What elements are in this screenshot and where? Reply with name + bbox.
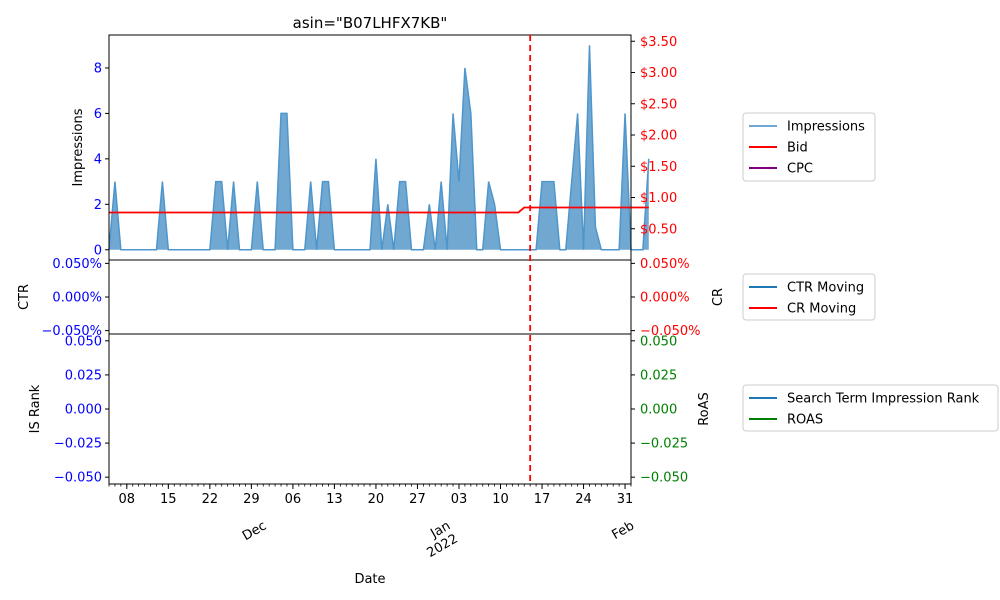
legend-label: CR Moving xyxy=(787,302,856,317)
x-tick-label: 22 xyxy=(202,492,219,507)
x-tick-label: 20 xyxy=(368,492,385,507)
panel-isrank-roas: −0.050 −0.025 0.000 0.025 0.050 −0.050 −0.025 0… xyxy=(28,333,712,486)
x-tick-label: 15 xyxy=(160,492,177,507)
y2-tick-label: $1.50 xyxy=(640,160,677,175)
y2-tick-label: $3.50 xyxy=(640,35,677,50)
legend-label: Bid xyxy=(787,141,808,156)
x-tick-label: 24 xyxy=(575,492,592,507)
y2-tick-label: 0.000% xyxy=(640,291,690,306)
x-tick-label: 29 xyxy=(243,492,260,507)
x-tick-label: 31 xyxy=(617,492,634,507)
legend-box xyxy=(742,384,999,432)
x-month-label: Dec xyxy=(240,518,269,544)
x-tick-label: 10 xyxy=(492,492,509,507)
x-axis-label: Date xyxy=(354,572,385,587)
x-tick-label: 27 xyxy=(409,492,426,507)
y-axis-label: Impressions xyxy=(71,108,86,186)
y-axis-label: CTR xyxy=(17,284,32,310)
panel-impressions: 0 2 4 6 8 $0.50 $1.00 $1.50 $2.00 $2.50 $3.00 $3.50… xyxy=(71,34,677,261)
legends: Impressions Bid CPC CTR Moving CR Moving Sear… xyxy=(742,112,999,432)
y2-tick-label: $0.50 xyxy=(640,222,677,237)
legend-isrank-roas: Search Term Impression Rank ROAS xyxy=(742,384,999,432)
series-line-bid xyxy=(109,206,649,214)
legend-label: CPC xyxy=(787,162,813,177)
y-tick-label: −0.050 xyxy=(54,471,102,486)
x-tick-label: 03 xyxy=(451,492,468,507)
x-axis: 08 15 22 29 06 13 20 27 03 10 17 24 31 Dec Jan2022 Feb xyxy=(108,484,637,561)
y2-axis-label: CR xyxy=(711,288,726,306)
panel-ctr-cr: −0.050% 0.000% 0.050% −0.050% 0.000% 0.050% CT… xyxy=(17,257,726,339)
y-tick-label: 0.000 xyxy=(65,403,102,418)
x-month-label: Feb xyxy=(610,518,637,543)
y2-tick-label: −0.050 xyxy=(640,471,688,486)
legend-label: Search Term Impression Rank xyxy=(787,392,980,407)
legend-ctr-cr: CTR Moving CR Moving xyxy=(742,273,876,321)
y2-tick-label: $3.00 xyxy=(640,66,677,81)
y-tick-label: −0.050% xyxy=(42,324,102,339)
legend-label: CTR Moving xyxy=(787,281,864,296)
y-tick-label: 0.025 xyxy=(65,368,102,383)
x-month-label-line: Dec xyxy=(240,518,269,544)
y2-tick-label: $1.00 xyxy=(640,191,677,206)
y2-tick-label: $2.00 xyxy=(640,129,677,144)
y-tick-label: 0.050% xyxy=(52,257,102,272)
x-tick-label: 13 xyxy=(326,492,343,507)
y-tick-label: 0.050 xyxy=(65,334,102,349)
x-month-label: Jan2022 xyxy=(417,518,461,561)
y-tick-label: −0.025 xyxy=(54,437,102,452)
x-tick-label: 08 xyxy=(119,492,136,507)
y2-axis-label: RoAS xyxy=(697,392,712,426)
y2-tick-label: −0.025 xyxy=(640,437,688,452)
x-tick-label: 06 xyxy=(285,492,302,507)
series-line-impressions xyxy=(108,45,650,251)
panel-frame xyxy=(108,333,632,485)
y-tick-label: 6 xyxy=(94,107,102,122)
panel-frame xyxy=(108,259,632,335)
y2-tick-label: −0.050% xyxy=(640,324,700,339)
chart-title: asin="B07LHFX7KB" xyxy=(293,14,448,32)
legend-label: Impressions xyxy=(787,120,865,135)
y-tick-label: 0.000% xyxy=(52,291,102,306)
legend-label: ROAS xyxy=(787,413,823,428)
legend-impressions: Impressions Bid CPC xyxy=(742,112,876,182)
y2-tick-label: 0.050 xyxy=(640,334,677,349)
legend-box xyxy=(742,112,876,182)
y-tick-label: 2 xyxy=(94,198,102,213)
y2-tick-label: 0.000 xyxy=(640,403,677,418)
y2-tick-label: 0.050% xyxy=(640,257,690,272)
y-tick-label: 4 xyxy=(94,152,102,167)
y-axis-label: IS Rank xyxy=(28,384,43,433)
x-tick-label: 17 xyxy=(534,492,551,507)
y-tick-label: 8 xyxy=(94,61,102,76)
x-month-label-line: Feb xyxy=(610,518,637,543)
panels-layer: 0 2 4 6 8 $0.50 $1.00 $1.50 $2.00 $2.50 $3.00 $3.50… xyxy=(17,34,726,486)
y-tick-label: 0 xyxy=(94,243,102,258)
y2-tick-label: $2.50 xyxy=(640,97,677,112)
y2-tick-label: 0.025 xyxy=(640,368,677,383)
